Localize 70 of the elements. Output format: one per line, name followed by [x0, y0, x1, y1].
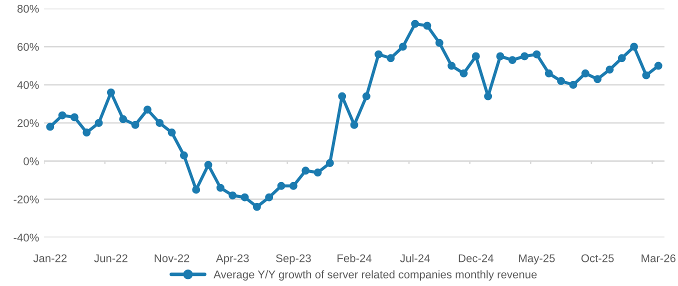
y-tick-label: -40% — [14, 234, 39, 242]
point — [277, 182, 286, 190]
point — [398, 42, 407, 51]
point — [228, 191, 237, 200]
point — [532, 50, 541, 58]
point — [131, 120, 140, 129]
y-tick-label: 80% — [17, 4, 39, 13]
point — [252, 202, 261, 211]
point — [192, 186, 200, 194]
x-tick-label: Jun-22 — [94, 254, 128, 262]
y-tick-label: 0% — [24, 157, 39, 166]
x-tick-label: Nov-22 — [154, 254, 190, 262]
point — [654, 62, 662, 70]
y-tick-label: 40% — [17, 81, 39, 89]
point — [106, 88, 115, 96]
point — [94, 118, 103, 127]
y-tick-label: 60% — [18, 42, 39, 51]
point — [156, 118, 164, 127]
point — [544, 69, 553, 78]
point — [642, 71, 650, 80]
point — [204, 160, 212, 169]
point — [216, 184, 224, 192]
point — [508, 56, 516, 64]
point — [119, 115, 128, 124]
point — [46, 122, 54, 131]
point — [520, 52, 529, 60]
point — [435, 38, 444, 47]
point — [350, 120, 358, 129]
x-tick-label: May-25 — [519, 254, 555, 264]
point — [240, 193, 249, 202]
point — [289, 182, 298, 190]
point — [386, 54, 395, 62]
point — [70, 113, 78, 122]
legend-label: Average Y/Y growth of server related companies monthly revenue — [214, 270, 537, 281]
point — [606, 66, 614, 74]
point — [594, 75, 602, 84]
point — [82, 128, 91, 137]
x-tick-label: Feb-24 — [338, 254, 372, 262]
point — [448, 62, 456, 70]
point — [143, 106, 152, 114]
point — [180, 151, 188, 160]
point — [265, 193, 274, 202]
point — [314, 168, 322, 177]
x-tick-label: Oct-25 — [581, 254, 614, 262]
point — [58, 111, 66, 120]
point — [557, 77, 566, 86]
x-tick-label: Sep-23 — [276, 254, 311, 264]
point — [411, 20, 420, 28]
point — [581, 69, 590, 78]
point — [630, 42, 638, 51]
point — [484, 92, 492, 100]
x-tick-label: Jul-24 — [400, 254, 430, 262]
x-tick-label: Jan-22 — [33, 254, 67, 262]
point — [496, 52, 504, 60]
point — [618, 54, 626, 62]
y-tick-label: -20% — [14, 196, 39, 204]
point — [362, 92, 370, 100]
point — [423, 22, 432, 30]
point — [168, 128, 176, 137]
point — [338, 92, 346, 100]
y-tick-label: 20% — [18, 119, 39, 128]
point — [569, 80, 578, 89]
point — [326, 159, 334, 168]
point — [374, 50, 383, 58]
x-tick-label: Mar-26 — [642, 254, 676, 262]
x-tick-label: Dec-24 — [458, 254, 494, 262]
point — [460, 69, 468, 78]
point — [472, 52, 480, 60]
x-tick-label: Apr-23 — [216, 254, 249, 264]
point — [302, 166, 310, 175]
